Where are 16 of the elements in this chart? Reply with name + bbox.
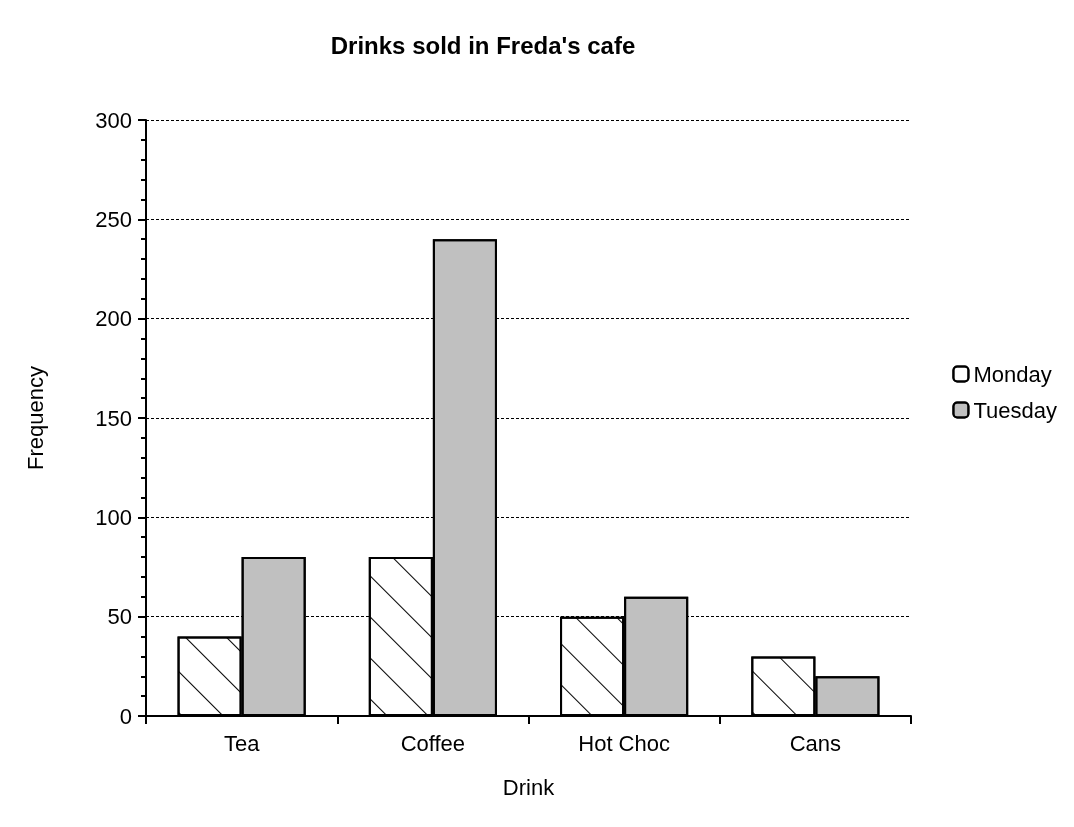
y-tick-label: 200 <box>95 306 132 332</box>
legend-label: Monday <box>973 361 1052 387</box>
x-tick-label: Cans <box>789 730 842 756</box>
y-tick-label: 250 <box>95 206 132 232</box>
legend-label: Tuesday <box>973 397 1058 423</box>
y-tick-label: 100 <box>95 504 132 530</box>
y-tick-label: 0 <box>119 703 132 729</box>
x-tick-label: Tea <box>223 730 261 756</box>
y-axis-title: Frequency <box>22 366 48 470</box>
y-tick-label: 300 <box>95 107 132 133</box>
y-tick-label: 150 <box>95 405 132 431</box>
x-tick-label: Coffee <box>400 730 466 756</box>
x-tick-label: Hot Choc <box>578 730 670 756</box>
x-axis-title: Drink <box>502 774 556 800</box>
y-tick-label: 50 <box>107 604 132 630</box>
chart-title: Drinks sold in Freda's cafe <box>330 31 636 59</box>
